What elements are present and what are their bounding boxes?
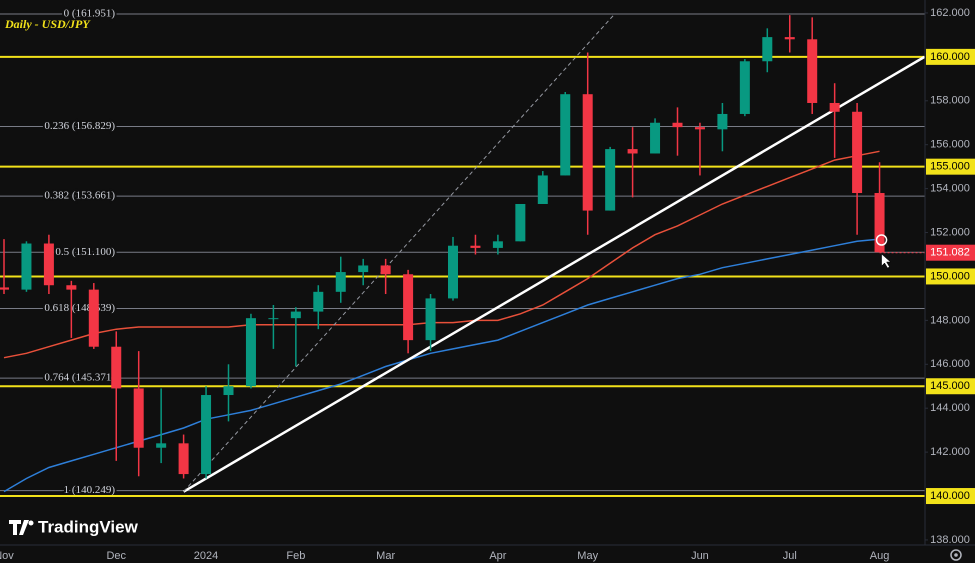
candle-body	[739, 61, 750, 114]
candle-body	[672, 122, 683, 128]
candle-body	[403, 274, 414, 341]
level-price-label: 140.000	[930, 490, 970, 502]
candle-body	[852, 111, 863, 194]
candle-body	[515, 203, 526, 242]
candle-body	[358, 265, 369, 273]
candle-body	[335, 272, 346, 292]
fib-level-label: 0 (161.951)	[64, 8, 116, 20]
candle-body	[874, 193, 885, 253]
logo: TradingView	[9, 517, 139, 536]
cursor-marker	[875, 234, 888, 246]
watermark: TradingView	[38, 517, 139, 536]
fib-level-label: 1 (140.249)	[64, 484, 116, 496]
y-tick-label: 138.000	[930, 534, 970, 546]
y-tick-label: 142.000	[930, 446, 970, 458]
candle-body	[245, 318, 256, 387]
level-price-box	[926, 378, 975, 395]
candle-body	[650, 122, 661, 154]
moving-average-line	[3, 238, 880, 493]
fib-level-label: 0.618 (148.539)	[44, 302, 115, 314]
candle-body	[425, 298, 436, 341]
candle-body	[133, 388, 144, 448]
candle-body	[829, 102, 840, 112]
x-tick-label: Aug	[870, 550, 890, 562]
x-tick-label: Jul	[783, 550, 797, 562]
moving-average-line	[3, 150, 880, 359]
candle-body	[313, 291, 324, 312]
candle-body	[784, 37, 795, 40]
level-price-label: 145.000	[930, 380, 970, 392]
candle-body	[627, 149, 638, 154]
level-price-label: 155.000	[930, 161, 970, 173]
chart-title: Daily - USD/JPY	[4, 17, 91, 31]
fib-level-label: 0.764 (145.371)	[44, 372, 115, 384]
level-price-box	[926, 158, 975, 175]
candle-body	[694, 127, 705, 130]
settings-icon[interactable]	[950, 549, 962, 561]
y-tick-label: 152.000	[930, 226, 970, 238]
level-price-box	[926, 48, 975, 65]
candle-body	[380, 265, 391, 275]
candle-body	[290, 311, 301, 319]
candle-body	[717, 113, 728, 130]
candle-body	[762, 37, 773, 62]
x-tick-label: Dec	[106, 550, 126, 562]
y-tick-label: 162.000	[930, 7, 970, 19]
x-tick-label: Nov	[0, 550, 14, 562]
candle-body	[582, 94, 593, 211]
x-tick-label: 2024	[194, 550, 218, 562]
logo-icon	[9, 520, 29, 535]
trendline	[182, 55, 926, 493]
trendline	[183, 13, 616, 492]
x-tick-label: May	[577, 550, 598, 562]
x-tick-label: Apr	[489, 550, 506, 562]
level-price-label: 160.000	[930, 51, 970, 63]
x-tick-label: Feb	[286, 550, 305, 562]
candle-body	[0, 287, 9, 290]
candle-body	[605, 149, 616, 211]
candle-body	[21, 243, 32, 290]
candle-body	[560, 94, 571, 176]
settings-icon[interactable]	[950, 549, 962, 561]
candle-body	[448, 245, 458, 299]
fib-level-label: 0.5 (151.100)	[55, 246, 115, 258]
candle-body	[807, 39, 818, 103]
last-price-label: 151.082	[930, 247, 970, 259]
y-tick-label: 144.000	[930, 402, 970, 414]
candle-body	[492, 241, 503, 248]
level-price-box	[926, 488, 975, 505]
y-tick-label: 158.000	[930, 95, 970, 107]
candle-body	[223, 386, 234, 396]
level-price-box	[926, 268, 975, 285]
x-tick-label: Jun	[691, 550, 709, 562]
candle-body	[470, 245, 481, 248]
fib-level-label: 0.236 (156.829)	[44, 120, 115, 132]
candle-body	[178, 443, 189, 475]
y-tick-label: 146.000	[930, 358, 970, 370]
candle-body	[156, 443, 167, 448]
logo-icon	[28, 520, 34, 526]
settings-icon[interactable]	[954, 553, 958, 557]
candle-body	[43, 243, 54, 286]
cursor-arrow	[881, 253, 892, 269]
y-tick-label: 154.000	[930, 183, 970, 195]
candle-body	[537, 175, 548, 204]
y-tick-label: 148.000	[930, 314, 970, 326]
level-price-label: 150.000	[930, 270, 970, 282]
last-price-box	[926, 244, 975, 261]
candle-body	[268, 318, 279, 320]
fib-level-label: 0.382 (153.661)	[44, 190, 115, 202]
candle-body	[66, 285, 77, 290]
y-tick-label: 156.000	[930, 139, 970, 151]
candle-body	[201, 395, 212, 475]
x-tick-label: Mar	[376, 550, 395, 562]
candle-body	[88, 289, 99, 347]
candle-body	[111, 346, 122, 389]
